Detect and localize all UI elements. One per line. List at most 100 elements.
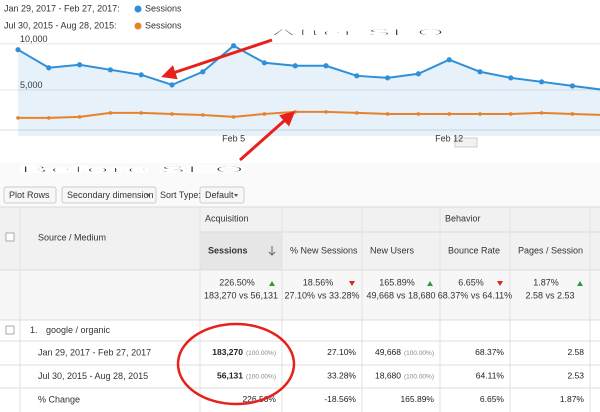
cell: 165.89% xyxy=(400,394,434,404)
summary-compare: 49,668 vs 18,680 xyxy=(366,290,435,300)
point xyxy=(46,65,52,71)
trend-arrow xyxy=(577,281,583,286)
legend-swatch xyxy=(134,5,142,13)
cell: 2.53 xyxy=(567,371,584,381)
point xyxy=(509,112,513,116)
point xyxy=(323,63,329,69)
cell-value: 49,668 xyxy=(375,347,401,357)
y-tick-label: 10,000 xyxy=(20,34,48,44)
cell: 33.28% xyxy=(327,371,356,381)
row-label: Jul 30, 2015 - Aug 28, 2015 xyxy=(38,371,148,381)
point xyxy=(16,116,20,120)
cell-share: (100.00%) xyxy=(404,350,434,357)
column-header[interactable]: Sessions xyxy=(208,245,248,255)
summary-compare: 183,270 vs 56,131 xyxy=(204,290,278,300)
y-tick-label: 5,000 xyxy=(20,80,43,90)
cell: 18,680 (100.00%) xyxy=(375,371,434,381)
point xyxy=(108,111,113,115)
cell-value: 183,270 xyxy=(212,347,243,357)
summary-value: 165.89% xyxy=(379,277,415,287)
column-header[interactable]: New Users xyxy=(370,245,415,255)
summary-value: 6.65% xyxy=(458,277,484,287)
annotation: After SEO xyxy=(270,27,445,37)
scroll-handle[interactable] xyxy=(454,137,478,148)
summary-value: 226.50% xyxy=(219,277,255,287)
checkbox[interactable] xyxy=(5,325,15,335)
row-label: Jan 29, 2017 - Feb 27, 2017 xyxy=(38,347,151,357)
summary-value: 1.87% xyxy=(533,277,559,287)
summary-bg xyxy=(0,270,600,320)
legend-swatch xyxy=(134,22,142,30)
column-header[interactable]: Pages / Session xyxy=(518,245,583,255)
column-header[interactable]: % New Sessions xyxy=(290,245,358,255)
point xyxy=(170,112,174,116)
point xyxy=(77,62,83,68)
annotation: Before SEO xyxy=(20,164,245,174)
point xyxy=(385,75,391,81)
dropdown-caret xyxy=(146,194,150,197)
x-tick-label: Feb 12 xyxy=(435,133,463,143)
point xyxy=(262,112,267,116)
cell: 64.11% xyxy=(476,371,505,381)
point xyxy=(447,112,452,116)
cell: -18.56% xyxy=(324,394,356,404)
point xyxy=(508,75,514,81)
column-header[interactable]: Bounce Rate xyxy=(448,245,500,255)
cell-share: (100.00%) xyxy=(404,373,434,380)
dropdown-caret xyxy=(234,194,238,197)
highlight-circle xyxy=(176,322,296,406)
point xyxy=(293,110,298,114)
cell-value: 6.65% xyxy=(480,394,505,404)
line xyxy=(18,110,600,119)
summary-value: 18.56% xyxy=(303,277,334,287)
line xyxy=(17,44,600,91)
legend-period: Jan 29, 2017 - Feb 27, 2017: xyxy=(4,3,120,13)
point xyxy=(231,43,237,49)
point xyxy=(446,57,452,63)
cell: 183,270 (100.00%) xyxy=(212,347,276,357)
cell: 226.50% xyxy=(242,394,276,404)
legend-label: Sessions xyxy=(145,3,182,13)
group-header: Behavior xyxy=(445,213,481,223)
point xyxy=(477,69,483,75)
point xyxy=(107,67,113,73)
point xyxy=(416,112,421,116)
cell-value: 33.28% xyxy=(327,371,356,381)
cell-value: 18,680 xyxy=(375,371,401,381)
button[interactable] xyxy=(199,186,245,204)
row-index: 1. xyxy=(30,325,38,335)
button[interactable] xyxy=(3,186,57,204)
sort-arrow xyxy=(268,246,276,256)
checkbox[interactable] xyxy=(5,232,15,242)
cell-value: -18.56% xyxy=(324,394,356,404)
point xyxy=(201,113,205,117)
cell-value: 64.11% xyxy=(476,371,505,381)
column-header[interactable]: Source / Medium xyxy=(38,232,106,242)
point xyxy=(569,83,576,89)
legend-period: Jul 30, 2015 - Aug 28, 2015: xyxy=(4,20,117,30)
point xyxy=(15,47,21,53)
group-header: Acquisition xyxy=(205,213,249,223)
cell-value: 68.37% xyxy=(475,347,504,357)
point xyxy=(169,82,175,88)
x-tick-label: Feb 5 xyxy=(222,133,245,143)
button-label: Plot Rows xyxy=(9,190,50,200)
point xyxy=(539,111,544,115)
button[interactable] xyxy=(61,186,157,204)
row-label[interactable]: google / organic xyxy=(46,325,111,335)
button-label: Secondary dimension xyxy=(67,190,154,200)
trend-arrow xyxy=(349,281,355,286)
summary-compare: 27.10% vs 33.28% xyxy=(284,290,359,300)
point xyxy=(570,112,575,116)
cell-value: 56,131 xyxy=(217,371,243,381)
point xyxy=(77,115,82,119)
summary-compare: 2.58 vs 2.53 xyxy=(525,290,574,300)
cell-value: 226.50% xyxy=(242,394,276,404)
cell-share: (100.00%) xyxy=(246,350,276,357)
trend-arrow xyxy=(427,281,433,286)
trend-arrow xyxy=(497,281,503,286)
cell: 6.65% xyxy=(480,394,505,404)
summary-compare: 68.37% vs 64.11% xyxy=(438,290,512,300)
